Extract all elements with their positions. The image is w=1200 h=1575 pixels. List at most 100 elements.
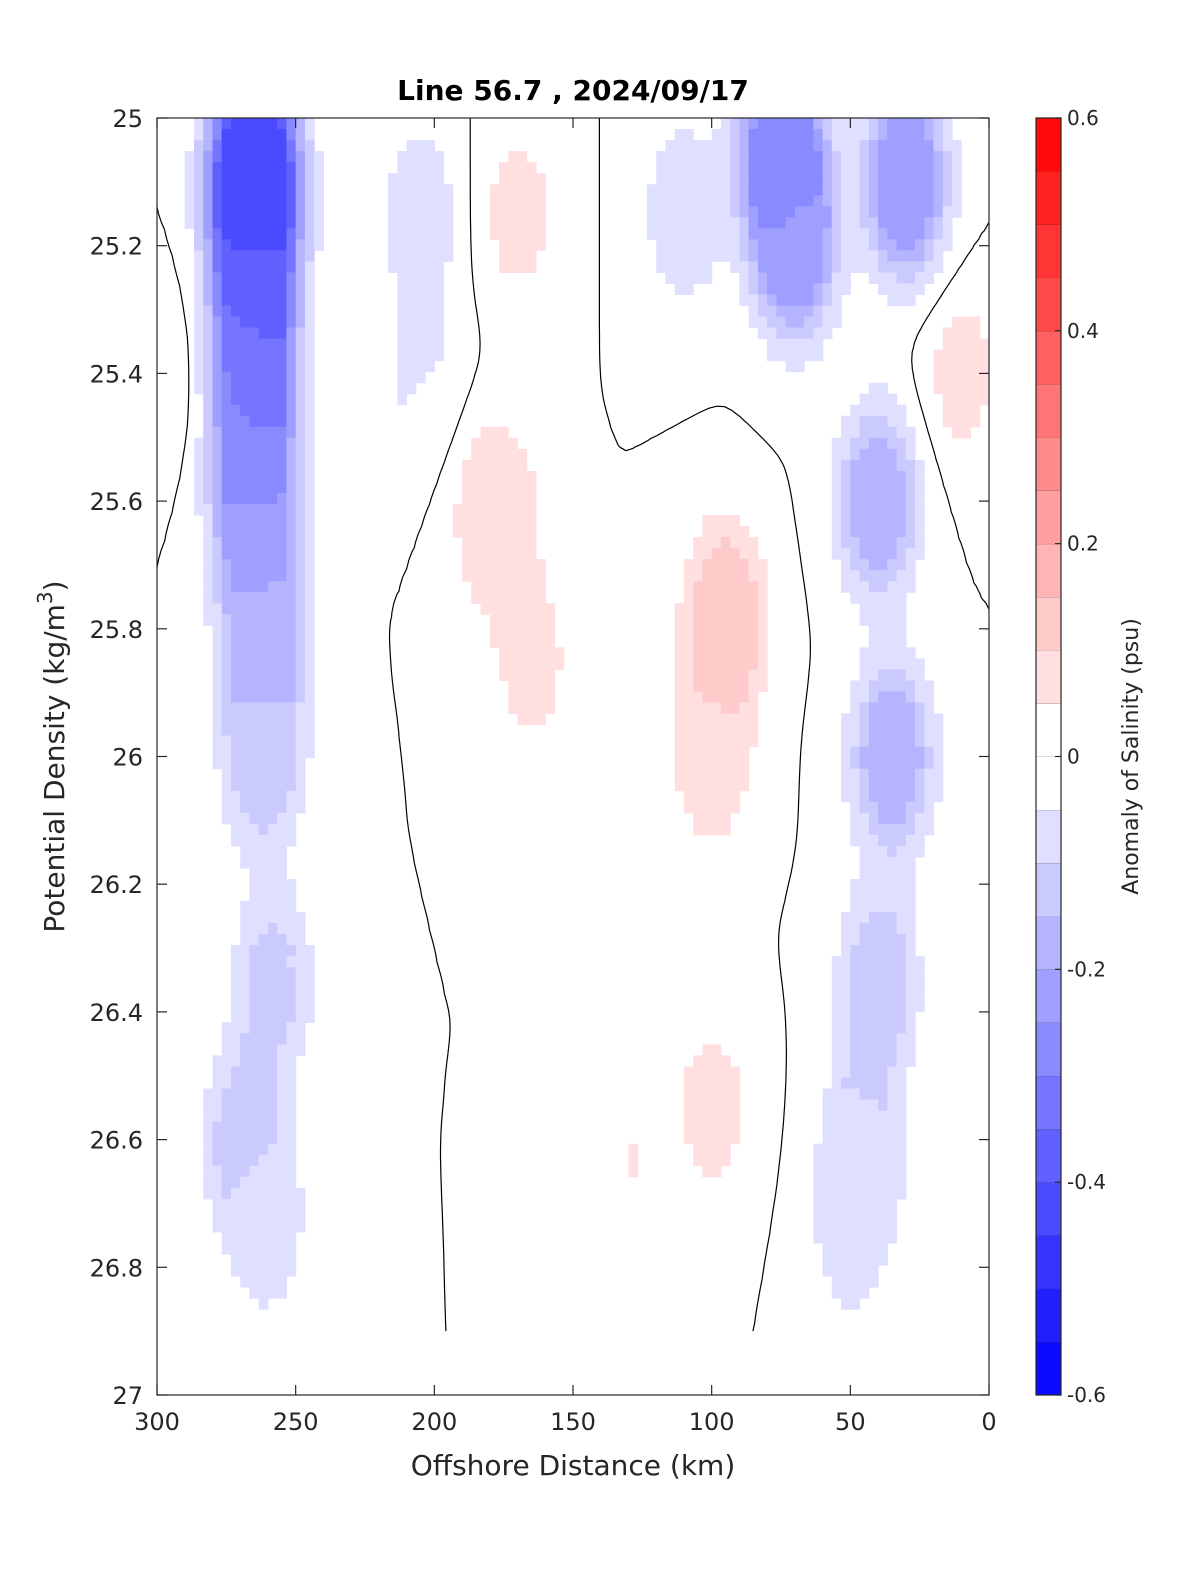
anomaly-cell [258,1011,269,1023]
colorbar-segment [1036,1235,1061,1289]
anomaly-cell [822,195,833,207]
anomaly-cell [896,493,907,505]
anomaly-cell [536,636,546,648]
anomaly-cell [868,459,879,472]
anomaly-cell [406,382,417,395]
anomaly-cell [850,459,861,472]
anomaly-cell [831,1121,842,1134]
anomaly-cell [868,603,879,615]
anomaly-cell [905,1000,916,1012]
anomaly-cell [896,724,907,737]
anomaly-cell [868,570,879,582]
anomaly-cell [277,261,287,273]
anomaly-cell [240,404,250,417]
anomaly-cell [841,239,851,251]
x-axis-label: Offshore Distance (km) [411,1449,736,1482]
anomaly-cell [896,162,907,174]
anomaly-cell [841,1088,851,1101]
anomaly-cell [887,1110,898,1123]
anomaly-cell [258,504,269,516]
anomaly-cell [295,614,306,626]
anomaly-cell [221,129,232,141]
anomaly-cell [850,184,861,196]
anomaly-cell [258,360,269,373]
anomaly-cell [267,945,278,957]
anomaly-cell [249,746,260,759]
anomaly-cell [859,1000,870,1012]
anomaly-cell [286,283,297,295]
anomaly-cell [286,647,297,659]
anomaly-cell [942,195,953,207]
anomaly-cell [231,1187,241,1200]
anomaly-cell [887,901,898,913]
anomaly-cell [452,526,463,538]
anomaly-cell [304,338,315,351]
anomaly-cell [720,625,731,637]
anomaly-cell [536,228,546,240]
anomaly-cell [249,470,260,483]
anomaly-cell [258,272,269,284]
anomaly-cell [757,195,768,207]
anomaly-cell [499,250,509,262]
anomaly-cell [277,823,287,836]
anomaly-cell [249,1088,260,1101]
anomaly-cell [277,1033,287,1045]
anomaly-cell [896,1132,907,1145]
anomaly-cell [915,515,925,527]
anomaly-cell [702,162,713,174]
anomaly-cell [212,1187,223,1200]
anomaly-cell [813,1143,824,1156]
anomaly-cell [517,691,528,704]
anomaly-cell [304,614,315,626]
anomaly-cell [536,713,546,726]
anomaly-cell [868,724,879,737]
anomaly-cell [295,647,306,659]
anomaly-cell [267,162,278,174]
anomaly-cell [683,790,694,803]
anomaly-cell [868,669,879,681]
anomaly-cell [194,294,204,307]
anomaly-cell [536,592,546,604]
anomaly-cell [267,371,278,384]
anomaly-cell [933,228,944,240]
anomaly-cell [896,989,907,1001]
anomaly-cell [730,592,740,604]
anomaly-cell [868,272,879,284]
anomaly-cell [831,1110,842,1123]
anomaly-cell [221,140,232,152]
anomaly-cell [868,823,879,836]
anomaly-cell [665,173,676,185]
anomaly-cell [221,548,232,560]
anomaly-cell [545,614,556,626]
anomaly-cell [295,515,306,527]
anomaly-cell [859,901,870,913]
anomaly-cell [517,592,528,604]
anomaly-cell [952,195,962,207]
anomaly-cell [915,195,925,207]
anomaly-cell [878,790,888,803]
anomaly-cell [887,636,898,648]
anomaly-cell [277,614,287,626]
anomaly-cell [526,515,537,527]
anomaly-cell [915,118,925,130]
anomaly-cell [397,217,408,229]
anomaly-cell [647,228,657,240]
anomaly-cell [231,1220,241,1233]
anomaly-cell [887,404,898,417]
anomaly-cell [267,779,278,792]
anomaly-cell [249,702,260,715]
anomaly-cell [203,504,213,516]
anomaly-cell [850,437,861,450]
anomaly-cell [249,1077,260,1090]
anomaly-cell [896,845,907,858]
anomaly-cell [887,956,898,968]
anomaly-cell [526,526,537,538]
anomaly-cell [249,526,260,538]
anomaly-cell [868,1066,879,1079]
anomaly-cell [933,162,944,174]
anomaly-cell [693,1066,703,1079]
anomaly-cell [295,746,306,759]
anomaly-cell [720,118,731,130]
anomaly-cell [850,1253,861,1266]
anomaly-cell [508,702,519,715]
